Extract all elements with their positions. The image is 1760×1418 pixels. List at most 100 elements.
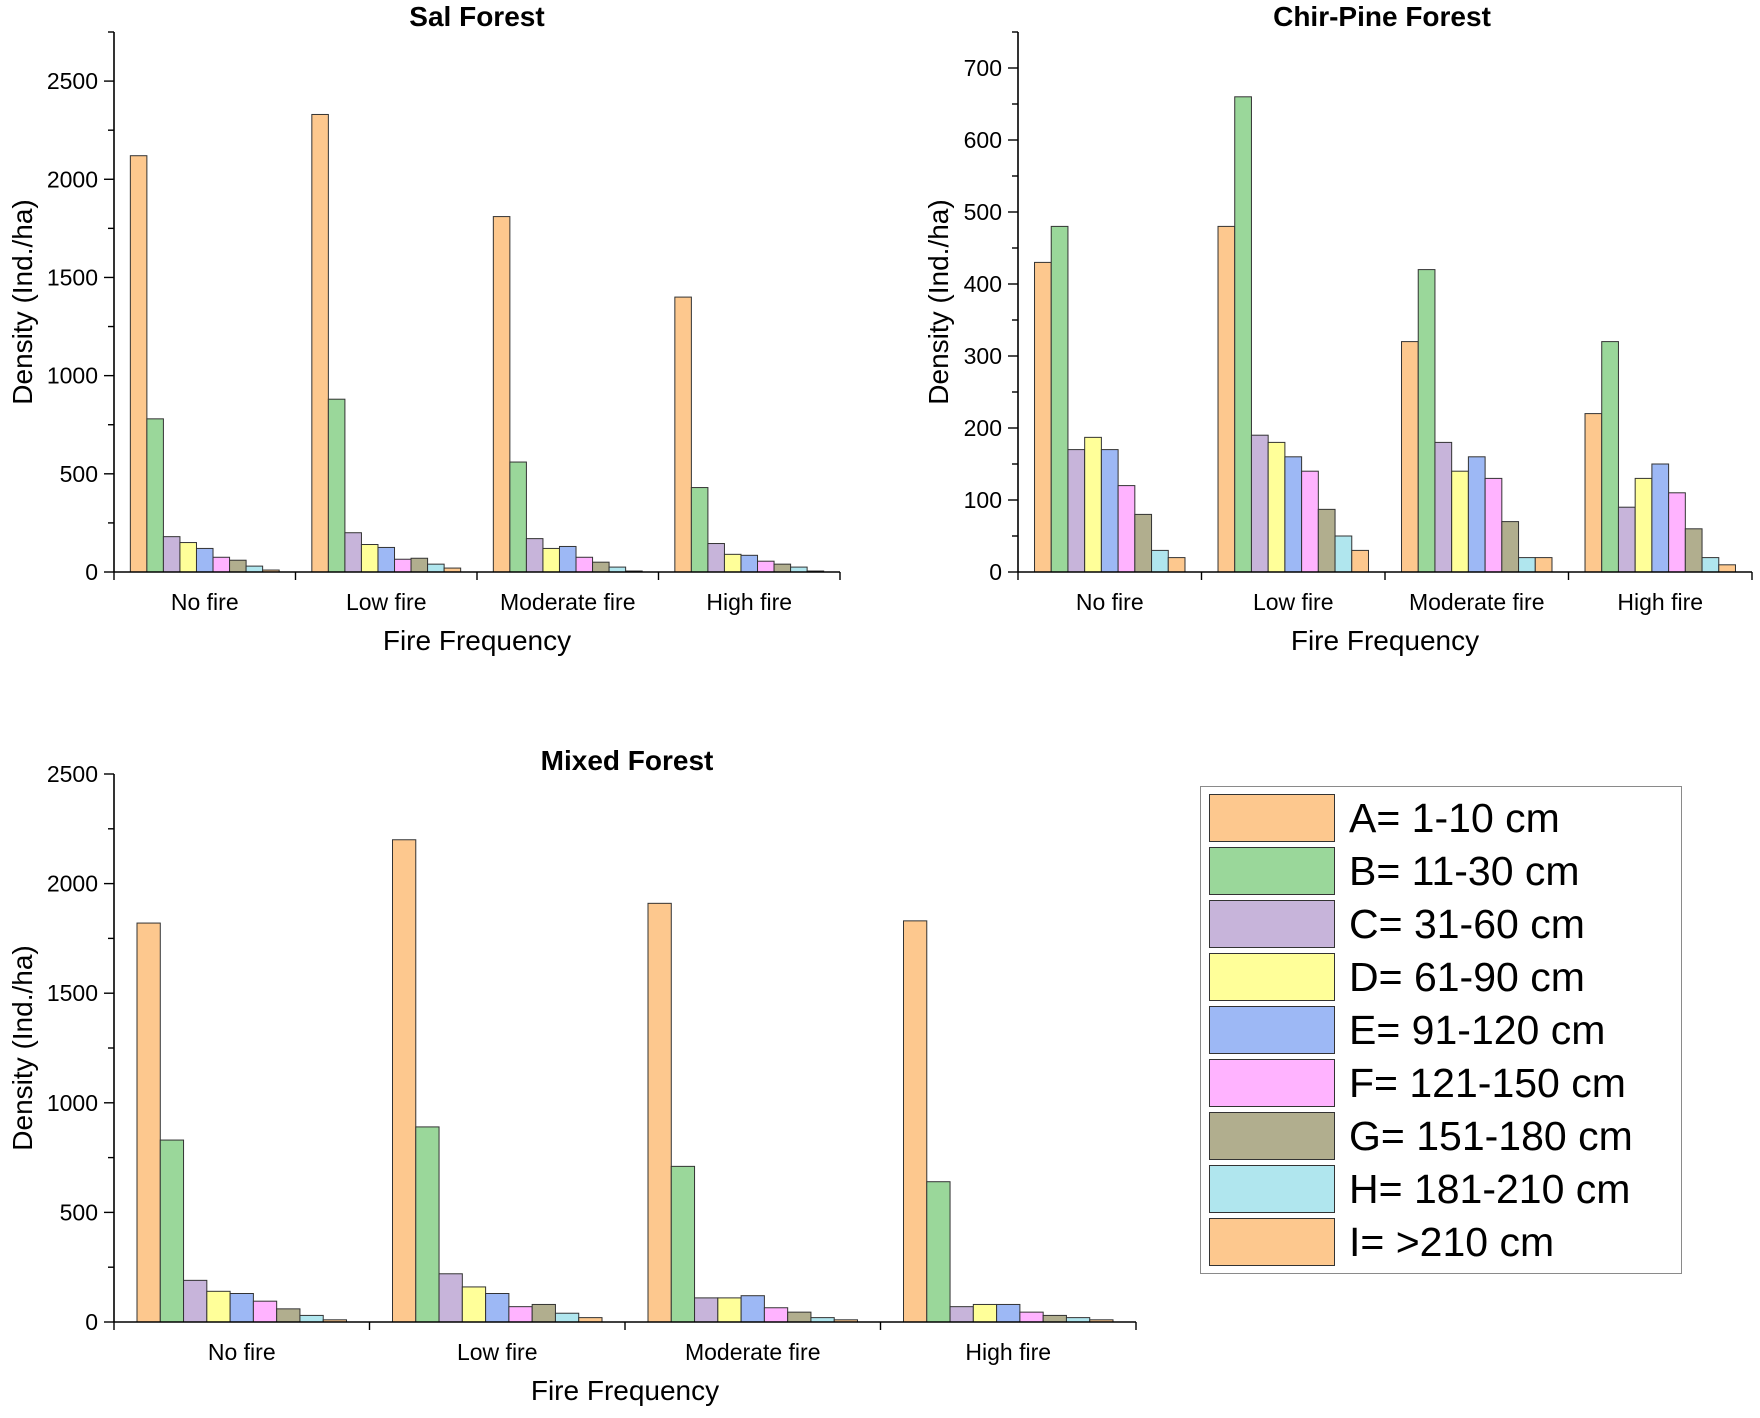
legend-swatch-e — [1209, 1006, 1335, 1054]
sal-bar — [327, 398, 346, 573]
legend-swatch-h — [1209, 1165, 1335, 1213]
mixed-bar — [485, 1293, 510, 1323]
chir-pine-x-axis-title: Fire Frequency — [1291, 625, 1479, 656]
mixed-x-tick-label: Moderate fire — [685, 1339, 821, 1365]
mixed-y-tick-label: 2000 — [47, 871, 98, 897]
chir-pine-bar — [1634, 477, 1653, 573]
mixed-x-tick-label: No fire — [208, 1339, 276, 1365]
chir-pine-bar — [1484, 477, 1503, 573]
mixed-y-tick-label: 500 — [60, 1199, 98, 1225]
mixed-bar — [1042, 1314, 1067, 1323]
sal-x-tick-label: Low fire — [346, 589, 427, 615]
chir-pine-y-tick-label: 200 — [964, 415, 1002, 441]
chir-pine-x-tick-label: Moderate fire — [1409, 589, 1545, 615]
chir-pine-bar — [1084, 436, 1102, 573]
sal-x-axis-title: Fire Frequency — [383, 625, 571, 656]
legend-swatch-i — [1209, 1218, 1335, 1266]
sal-bar — [707, 543, 725, 573]
mixed-bar — [554, 1312, 580, 1323]
legend-label-b: B= 11-30 cm — [1349, 847, 1580, 894]
chir-pine-bar — [1617, 506, 1636, 573]
legend-swatch-a — [1209, 794, 1335, 842]
mixed-bar — [996, 1303, 1021, 1323]
mixed-bar — [670, 1165, 696, 1323]
legend-swatch-b — [1209, 847, 1335, 895]
mixed-bar — [392, 839, 417, 1323]
sal-x-tick-label: High fire — [706, 589, 792, 615]
chir-pine-bar — [1651, 463, 1670, 573]
mixed-bar — [1019, 1311, 1044, 1323]
mixed-x-tick-label: Low fire — [457, 1339, 538, 1365]
chir-pine-bar — [1584, 413, 1603, 573]
sal-y-tick-label: 500 — [60, 461, 98, 487]
sal-bar — [690, 487, 709, 573]
sal-bar — [245, 565, 264, 573]
mixed-bar — [276, 1308, 301, 1323]
sal-bar — [592, 561, 610, 573]
sal-y-tick-label: 1000 — [47, 363, 98, 389]
chir-pine-y-tick-label: 0 — [989, 559, 1002, 585]
sal-bar — [162, 536, 181, 573]
chir-pine-bar — [1534, 557, 1553, 573]
sal-bar — [229, 559, 247, 573]
sal-bar — [129, 155, 148, 573]
sal-bar — [179, 542, 197, 573]
chir-pine-x-tick-label: No fire — [1076, 589, 1144, 615]
chir-pine-bar — [1100, 449, 1119, 573]
mixed-bar — [159, 1139, 185, 1323]
chir-pine-bar — [1518, 557, 1536, 573]
mixed-bar — [903, 920, 928, 1323]
chir-pine-bar — [1351, 549, 1369, 573]
mixed-bar — [206, 1290, 231, 1323]
sal-bar — [410, 557, 429, 573]
chir-pine-bar — [1401, 341, 1419, 573]
chir-pine-bar — [1234, 96, 1252, 573]
chir-pine-bar — [1668, 492, 1686, 573]
mixed-bar — [252, 1300, 278, 1323]
mixed-y-tick-label: 0 — [85, 1309, 98, 1335]
sal-x-tick-label: No fire — [171, 589, 239, 615]
legend-item-f: F= 121-150 cm — [1209, 1058, 1626, 1108]
legend-item-e: E= 91-120 cm — [1209, 1005, 1605, 1055]
chir-pine-bar — [1718, 564, 1736, 573]
chir-pine-bar — [1167, 557, 1186, 573]
mixed-bar — [717, 1297, 742, 1323]
sal-bar — [492, 216, 511, 573]
legend-item-i: I= >210 cm — [1209, 1217, 1554, 1267]
mixed-bar — [694, 1297, 719, 1323]
mixed-bar — [438, 1273, 463, 1323]
chir-pine-bar — [1467, 456, 1486, 573]
chir-pine-bar — [1151, 549, 1169, 573]
legend-label-e: E= 91-120 cm — [1349, 1006, 1606, 1053]
chir-pine-bar — [1451, 470, 1469, 573]
chir-pine-bar — [1050, 225, 1069, 573]
chir-pine-bar — [1601, 341, 1619, 573]
chir-pine-bar — [1684, 528, 1703, 573]
chir-pine-y-tick-label: 300 — [964, 343, 1002, 369]
legend-label-a: A= 1-10 cm — [1349, 794, 1560, 841]
sal-y-tick-label: 1500 — [47, 264, 98, 290]
sal-y-tick-label: 2000 — [47, 166, 98, 192]
sal-bar — [377, 546, 396, 573]
mixed-bar — [183, 1279, 208, 1323]
chir-pine-bar — [1434, 441, 1453, 573]
sal-bar — [427, 563, 445, 573]
chir-pine-bar — [1250, 434, 1269, 573]
legend-swatch-f — [1209, 1059, 1335, 1107]
sal-bar — [311, 113, 329, 573]
sal-bar — [525, 538, 544, 573]
legend-item-h: H= 181-210 cm — [1209, 1164, 1630, 1214]
mixed-x-axis-title: Fire Frequency — [531, 1375, 719, 1406]
mixed-y-tick-label: 1500 — [47, 980, 98, 1006]
sal-bar — [558, 545, 577, 573]
chir-pine-bar — [1284, 456, 1303, 573]
chir-pine-bar — [1417, 269, 1436, 573]
sal-y-tick-label: 0 — [85, 559, 98, 585]
chir-pine-bar — [1134, 513, 1153, 573]
chir-pine-bar — [1117, 485, 1136, 573]
chir-pine-bar — [1067, 449, 1086, 573]
mixed-y-tick-label: 2500 — [47, 761, 98, 787]
sal-chart: Sal Forest 0 500 1000 1500 2000 2500 No fire Low… — [7, 1, 841, 656]
mixed-bar — [415, 1126, 440, 1323]
